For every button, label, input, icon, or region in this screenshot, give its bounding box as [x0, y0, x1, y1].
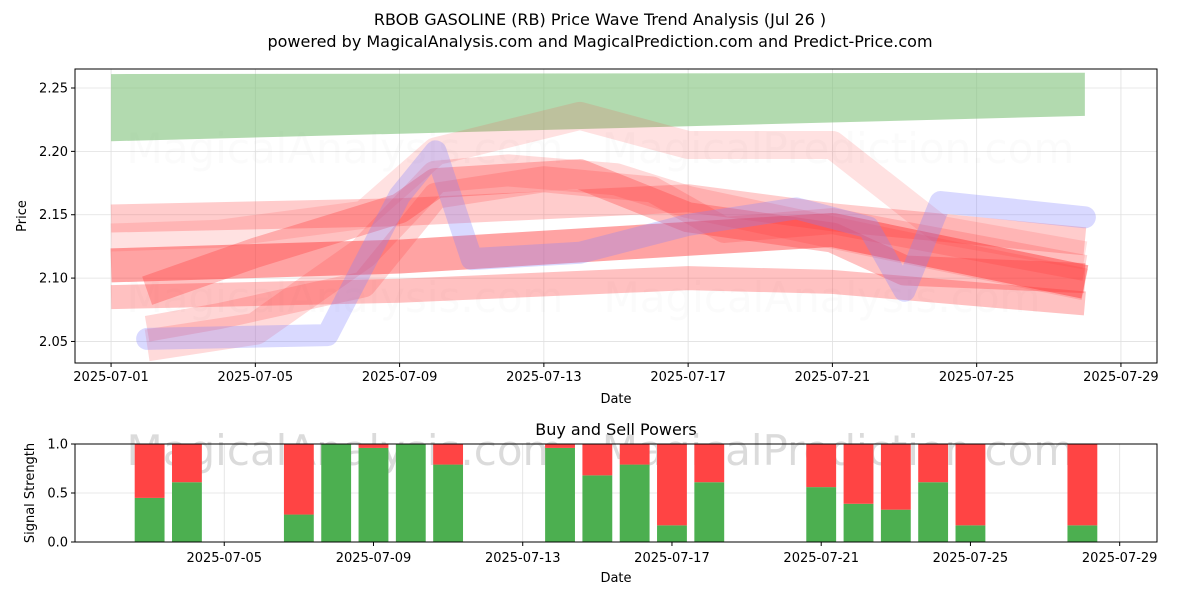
signal-y-ticks: 0.0 0.5 1.0: [47, 438, 75, 551]
buy-power-bar: [918, 482, 949, 542]
red-wave-line: [142, 159, 1086, 305]
price-x-tick-label: 2025-07-29: [1083, 370, 1159, 385]
buy-power-bar: [843, 503, 874, 542]
sell-power-bar: [545, 444, 575, 448]
signal-x-tick-label: 2025-07-17: [634, 551, 710, 566]
price-x-tick-label: 2025-07-13: [506, 370, 582, 385]
price-x-tick-label: 2025-07-09: [362, 370, 438, 385]
signal-x-ticks: 2025-07-05 2025-07-09 2025-07-13 2025-07-17…: [186, 542, 1157, 566]
red-wave-line: [110, 266, 1086, 316]
buy-power-bar: [1067, 525, 1098, 542]
buy-power-bar: [358, 447, 389, 542]
sell-power-bar: [358, 444, 389, 448]
signal-x-tick-label: 2025-07-13: [485, 551, 561, 566]
sell-power-bar: [955, 444, 986, 526]
price-y-axis-label: Price: [15, 200, 30, 232]
sell-power-bar: [433, 444, 464, 465]
sell-power-bar: [918, 444, 949, 483]
sell-power-bar: [1067, 444, 1098, 526]
signal-panel: Buy and Sell Powers MagicalAnalysis.com …: [23, 420, 1158, 586]
blue-wave-line: [136, 140, 1096, 350]
watermark-mid-left: MagicalAnalysis.com: [127, 273, 564, 322]
sell-power-bar: [619, 444, 650, 465]
price-plot-frame: [74, 68, 1158, 364]
signal-panel-title: Buy and Sell Powers: [535, 420, 697, 439]
price-x-tick-label: 2025-07-17: [650, 370, 726, 385]
buy-power-bar: [134, 497, 165, 542]
price-y-tick-label: 2.20: [39, 145, 68, 160]
red-wave-line: [144, 166, 1088, 342]
buy-power-bar: [433, 464, 464, 542]
signal-x-tick-label: 2025-07-29: [1082, 551, 1158, 566]
buy-power-bar: [619, 464, 650, 542]
price-x-ticks: 2025-07-01 2025-07-05 2025-07-09 2025-07-13…: [73, 363, 1159, 385]
figure-subtitle: powered by MagicalAnalysis.com and Magic…: [267, 32, 932, 51]
price-watermarks: MagicalAnalysis.com MagicalPrediction.co…: [127, 124, 1075, 322]
watermark-top-right: MagicalPrediction.com: [602, 124, 1075, 173]
sell-power-bar: [806, 444, 837, 488]
price-x-tick-label: 2025-07-05: [218, 370, 294, 385]
buy-power-bar: [395, 444, 426, 542]
buy-power-bar: [955, 525, 986, 542]
price-y-tick-label: 2.15: [39, 208, 68, 223]
green-trend-band: [111, 72, 1085, 142]
buy-power-bar: [321, 444, 352, 542]
sell-power-bar: [172, 444, 202, 483]
sell-power-bar: [134, 444, 165, 498]
sell-power-bar: [657, 444, 687, 526]
red-wave-line: [144, 154, 1089, 362]
signal-x-tick-label: 2025-07-09: [336, 551, 412, 566]
buy-power-bar: [172, 482, 202, 542]
price-series-layer: [110, 72, 1096, 362]
price-y-ticks: 2.05 2.10 2.15 2.20 2.25: [39, 82, 75, 350]
sell-power-bar: [880, 444, 911, 510]
signal-y-axis-label: Signal Strength: [23, 443, 38, 543]
price-x-tick-label: 2025-07-21: [795, 370, 871, 385]
buy-power-bar: [283, 514, 314, 542]
sell-power-bar: [283, 444, 314, 515]
red-wave-line: [110, 101, 1088, 270]
price-x-tick-label: 2025-07-25: [939, 370, 1015, 385]
price-panel: MagicalAnalysis.com MagicalPrediction.co…: [15, 68, 1159, 407]
price-y-tick-label: 2.10: [39, 272, 68, 287]
buy-power-bar: [806, 487, 837, 542]
price-x-axis-label: Date: [600, 392, 631, 407]
signal-x-axis-label: Date: [600, 571, 631, 586]
sell-power-bar: [582, 444, 613, 476]
red-wave-line: [110, 184, 1087, 256]
buy-power-bar: [545, 447, 575, 542]
buy-power-bar: [657, 525, 687, 542]
sell-power-bar: [843, 444, 874, 504]
price-x-tick-label: 2025-07-01: [73, 370, 149, 385]
signal-x-tick-label: 2025-07-25: [933, 551, 1009, 566]
signal-bars-layer: [134, 444, 1098, 542]
figure-title: RBOB GASOLINE (RB) Price Wave Trend Anal…: [374, 10, 826, 29]
watermark-mid-right: MagicalAnalysis.com: [604, 273, 1041, 322]
price-y-tick-label: 2.25: [39, 82, 68, 97]
signal-y-tick-label: 0.0: [47, 536, 68, 551]
buy-power-bar: [582, 475, 613, 542]
signal-x-tick-label: 2025-07-05: [186, 551, 262, 566]
buy-power-bar: [880, 509, 911, 542]
signal-x-tick-label: 2025-07-21: [783, 551, 859, 566]
signal-y-tick-label: 1.0: [47, 438, 68, 453]
red-wave-line: [110, 212, 1089, 299]
signal-y-tick-label: 0.5: [47, 487, 68, 502]
sell-power-bar: [694, 444, 725, 483]
price-y-tick-label: 2.05: [39, 335, 68, 350]
buy-power-bar: [694, 482, 725, 542]
